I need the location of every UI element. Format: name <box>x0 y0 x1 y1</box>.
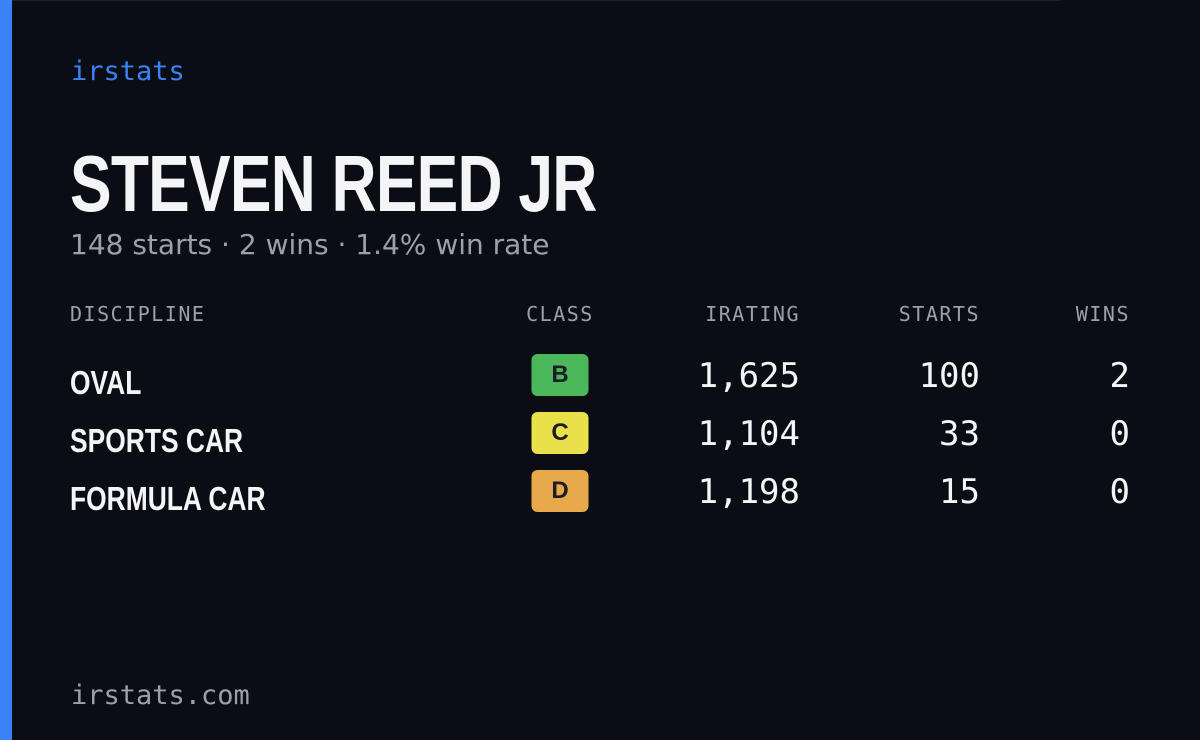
wins: 0 <box>1109 414 1130 454</box>
accent-stripe <box>0 0 12 740</box>
wins: 2 <box>1109 356 1130 396</box>
discipline: SPORTS CAR <box>70 422 244 459</box>
discipline: OVAL <box>70 364 142 401</box>
header-rule <box>0 0 1060 1</box>
class-badge: B <box>531 354 589 396</box>
wins: 0 <box>1109 472 1130 512</box>
discipline: FORMULA CAR <box>70 480 266 517</box>
driver-name: STEVEN REED JR <box>70 139 597 228</box>
column-header: DISCIPLINE <box>70 302 206 326</box>
starts: 33 <box>939 414 980 454</box>
irating: 1,625 <box>697 356 800 396</box>
footer-link: irstats.com <box>71 680 250 711</box>
column-header: WINS <box>1075 302 1130 326</box>
column-header: CLASS <box>526 302 594 326</box>
driver-summary: 148 starts · 2 wins · 1.4% win rate <box>70 228 550 261</box>
class-badge: D <box>531 470 589 512</box>
starts: 100 <box>918 356 980 396</box>
starts: 15 <box>939 472 980 512</box>
column-header: STARTS <box>898 302 980 326</box>
column-header: IRATING <box>705 302 800 326</box>
irating: 1,104 <box>697 414 800 454</box>
irating: 1,198 <box>697 472 800 512</box>
brand: irstats <box>71 56 185 87</box>
class-badge: C <box>531 412 589 454</box>
